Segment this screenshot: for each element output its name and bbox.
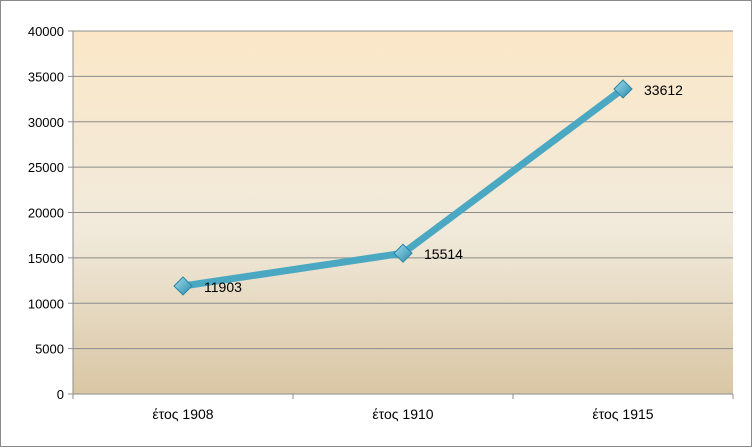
data-label: 15514 (424, 246, 463, 262)
y-tick-label: 40000 (28, 24, 64, 39)
data-point-marker (613, 79, 633, 99)
y-tick-label: 35000 (28, 69, 64, 84)
labels-layer: 0 5000 10000 15000 20000 25000 30000 35000 40000… (28, 24, 683, 422)
y-tick-label: 30000 (28, 115, 64, 130)
data-point-marker (173, 276, 193, 296)
data-label: 33612 (644, 82, 683, 98)
y-tick-label: 0 (57, 387, 64, 402)
series-layer (173, 79, 633, 296)
x-tick-label: έτος 1915 (592, 406, 653, 422)
axes (68, 30, 734, 399)
y-tick-label: 25000 (28, 160, 64, 175)
data-point-marker (393, 243, 413, 263)
x-tick-label: έτος 1908 (152, 406, 213, 422)
y-tick-label: 10000 (28, 296, 64, 311)
y-tick-label: 20000 (28, 206, 64, 221)
y-tick-label: 15000 (28, 251, 64, 266)
x-tick-label: έτος 1910 (372, 406, 433, 422)
y-tick-label: 5000 (35, 342, 64, 357)
data-label: 11903 (204, 279, 242, 295)
